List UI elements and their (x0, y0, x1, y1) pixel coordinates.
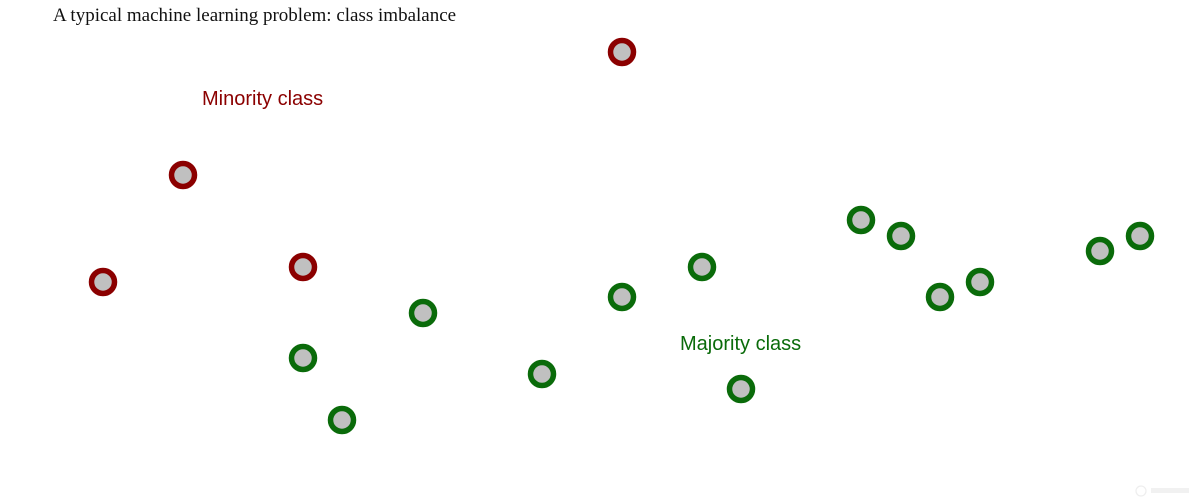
majority-point-5 (687, 252, 717, 282)
minority-points-group (88, 37, 637, 297)
majority-point-2 (886, 221, 916, 251)
minority-point-1 (607, 37, 637, 67)
watermark-logo (1135, 485, 1189, 497)
majority-point-3 (1125, 221, 1155, 251)
majority-point-6 (965, 267, 995, 297)
majority-point-9 (408, 298, 438, 328)
majority-point-13 (327, 405, 357, 435)
majority-points-group (288, 205, 1155, 435)
majority-class-label: Majority class (680, 333, 801, 355)
majority-point-1 (846, 205, 876, 235)
minority-point-3 (288, 252, 318, 282)
majority-point-11 (527, 359, 557, 389)
minority-point-4 (88, 267, 118, 297)
diagram-title: A typical machine learning problem: clas… (53, 5, 456, 26)
minority-point-2 (168, 160, 198, 190)
majority-point-10 (288, 343, 318, 373)
minority-class-label: Minority class (202, 88, 323, 110)
majority-point-8 (925, 282, 955, 312)
majority-point-12 (726, 374, 756, 404)
majority-point-7 (607, 282, 637, 312)
majority-point-4 (1085, 236, 1115, 266)
